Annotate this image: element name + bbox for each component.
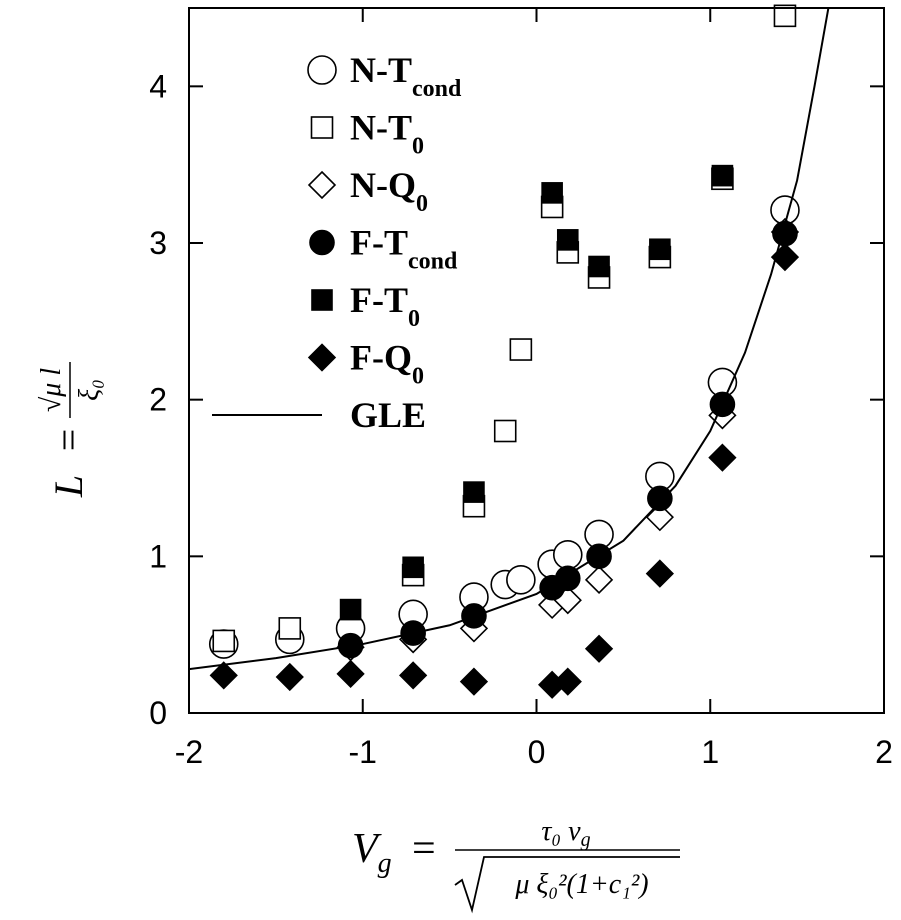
point (399, 661, 428, 690)
x-num-main: τ₀ v (541, 816, 581, 847)
legend-label: F-Tcond (350, 223, 458, 275)
point (310, 116, 334, 139)
y-axis-label: L = √μ l ξ₀ (36, 362, 105, 498)
point (649, 238, 671, 261)
x-tick-label: 2 (875, 734, 893, 770)
x-var: Vg (352, 826, 392, 879)
point (553, 667, 582, 696)
point (773, 4, 797, 28)
point (209, 661, 238, 690)
point (339, 598, 362, 621)
plot-frame (188, 7, 885, 714)
legend-name: F-Q (350, 338, 412, 378)
point (307, 170, 337, 200)
legend-sub: cond (408, 249, 458, 275)
x-var-main: V (352, 826, 382, 872)
point (584, 565, 614, 594)
point (509, 338, 533, 361)
x-tick-label: 1 (701, 734, 719, 770)
y-tick-label: 3 (149, 225, 167, 261)
point (402, 556, 424, 579)
legend-label: N-Q0 (350, 165, 428, 217)
legend-label: GLE (350, 395, 426, 435)
point (212, 629, 236, 653)
x-axis-label: Vg = τ₀ vgμ ξ₀²(1+c₁²) (352, 816, 680, 914)
legend-name: F-T (350, 223, 408, 263)
y-eq: = (46, 429, 91, 452)
point (336, 659, 365, 688)
x-num-sub: g (581, 829, 591, 851)
legend-name: N-T (350, 108, 412, 148)
point (275, 662, 304, 692)
point (278, 617, 302, 640)
point (552, 539, 583, 570)
point (463, 481, 485, 503)
point (309, 229, 335, 256)
y-tick-label: 2 (149, 382, 167, 418)
fit-line (189, 8, 830, 671)
y-num: √μ l (36, 368, 67, 412)
x-tick-label: 0 (528, 734, 546, 770)
point (556, 229, 579, 251)
point (541, 182, 563, 204)
legend-name: N-Q (350, 165, 416, 205)
y-tick-label: 1 (149, 538, 167, 574)
point (311, 289, 333, 311)
x-tick-label: -2 (175, 734, 203, 770)
point (307, 55, 337, 85)
legend-label: F-Q0 (350, 338, 424, 390)
point (459, 667, 489, 696)
point (647, 485, 673, 512)
legend-label: N-Tcond (350, 50, 462, 102)
point (554, 565, 581, 592)
x-var-sub: g (378, 848, 392, 879)
legend-name: N-T (350, 50, 412, 90)
x-sqrt (454, 856, 680, 914)
point (307, 343, 337, 372)
legend-sub: 0 (416, 191, 428, 217)
y-tick-label: 0 (149, 695, 167, 731)
legend-sub: 0 (412, 134, 424, 160)
y-var: L (46, 475, 91, 498)
legend-sub: 0 (408, 306, 420, 332)
point (708, 443, 737, 472)
point (506, 565, 536, 595)
x-tick-label: -1 (349, 734, 377, 770)
x-eq: = (412, 826, 436, 872)
y-tick-label: 4 (149, 68, 167, 104)
legend-sub: cond (412, 76, 462, 102)
x-num: τ₀ vg (541, 816, 590, 851)
legend-name: GLE (350, 395, 426, 435)
legend-name: F-T (350, 280, 408, 320)
point (493, 419, 517, 443)
x-den: μ ξ₀²(1+c₁²) (514, 869, 648, 900)
y-den: ξ₀ (74, 379, 105, 401)
point (588, 255, 610, 278)
point (584, 634, 614, 663)
point (711, 164, 734, 187)
legend-label: F-T0 (350, 280, 420, 332)
legend-sub: 0 (412, 364, 424, 390)
point (645, 559, 674, 588)
legend-label: N-T0 (350, 108, 424, 160)
